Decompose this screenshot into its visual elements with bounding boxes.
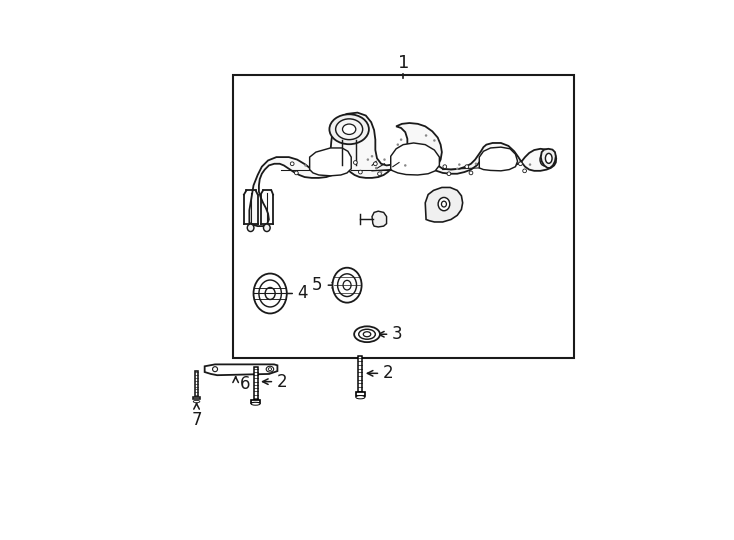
Polygon shape bbox=[310, 148, 352, 176]
Ellipse shape bbox=[343, 124, 356, 134]
Ellipse shape bbox=[447, 172, 451, 176]
Polygon shape bbox=[250, 113, 556, 226]
Ellipse shape bbox=[456, 167, 459, 170]
Ellipse shape bbox=[268, 368, 272, 370]
Ellipse shape bbox=[528, 163, 531, 166]
Ellipse shape bbox=[371, 155, 374, 158]
Text: 7: 7 bbox=[192, 411, 202, 429]
Ellipse shape bbox=[396, 144, 399, 146]
Text: 5: 5 bbox=[312, 276, 322, 294]
Ellipse shape bbox=[523, 169, 526, 173]
Ellipse shape bbox=[291, 162, 294, 166]
Ellipse shape bbox=[253, 274, 287, 313]
Ellipse shape bbox=[475, 163, 477, 165]
Ellipse shape bbox=[213, 367, 217, 372]
Ellipse shape bbox=[359, 329, 375, 339]
Polygon shape bbox=[205, 364, 277, 375]
Ellipse shape bbox=[266, 366, 274, 372]
Bar bbox=[193, 396, 200, 400]
Ellipse shape bbox=[338, 274, 357, 296]
Ellipse shape bbox=[469, 171, 473, 175]
Text: 3: 3 bbox=[391, 325, 402, 343]
Ellipse shape bbox=[458, 163, 460, 166]
Ellipse shape bbox=[540, 153, 549, 166]
Ellipse shape bbox=[441, 201, 446, 207]
Ellipse shape bbox=[251, 402, 260, 405]
Ellipse shape bbox=[335, 119, 363, 140]
Polygon shape bbox=[390, 143, 440, 175]
Bar bbox=[233, 75, 574, 358]
Polygon shape bbox=[372, 211, 387, 227]
Ellipse shape bbox=[247, 224, 254, 232]
Ellipse shape bbox=[425, 134, 427, 137]
Text: 2: 2 bbox=[277, 373, 287, 390]
Ellipse shape bbox=[400, 138, 402, 141]
Ellipse shape bbox=[375, 167, 377, 169]
Ellipse shape bbox=[354, 326, 380, 342]
Ellipse shape bbox=[433, 139, 436, 141]
Ellipse shape bbox=[356, 396, 365, 399]
Text: 4: 4 bbox=[297, 285, 308, 302]
Ellipse shape bbox=[519, 162, 523, 166]
Polygon shape bbox=[425, 187, 462, 222]
Polygon shape bbox=[479, 147, 517, 171]
Ellipse shape bbox=[366, 158, 369, 161]
Bar bbox=[253, 367, 258, 400]
Text: 1: 1 bbox=[398, 55, 409, 72]
Ellipse shape bbox=[354, 160, 357, 164]
Text: 6: 6 bbox=[240, 375, 250, 393]
Text: 2: 2 bbox=[382, 364, 393, 382]
Ellipse shape bbox=[358, 170, 363, 174]
Bar bbox=[356, 393, 365, 396]
Bar bbox=[195, 371, 198, 396]
Ellipse shape bbox=[383, 158, 386, 161]
Ellipse shape bbox=[377, 172, 382, 176]
Ellipse shape bbox=[465, 165, 469, 168]
Ellipse shape bbox=[330, 114, 369, 144]
Ellipse shape bbox=[304, 164, 307, 167]
Ellipse shape bbox=[374, 162, 377, 166]
Polygon shape bbox=[541, 149, 556, 168]
Bar bbox=[358, 356, 363, 393]
Ellipse shape bbox=[380, 171, 382, 173]
Ellipse shape bbox=[363, 332, 371, 337]
Ellipse shape bbox=[443, 165, 447, 168]
Ellipse shape bbox=[545, 153, 552, 163]
Ellipse shape bbox=[265, 287, 275, 300]
Ellipse shape bbox=[259, 280, 281, 307]
Bar bbox=[252, 400, 260, 403]
Ellipse shape bbox=[333, 268, 362, 302]
Ellipse shape bbox=[294, 171, 298, 175]
Ellipse shape bbox=[264, 224, 270, 232]
Ellipse shape bbox=[438, 198, 450, 211]
Ellipse shape bbox=[193, 400, 200, 403]
Ellipse shape bbox=[343, 280, 351, 290]
Ellipse shape bbox=[404, 164, 407, 167]
